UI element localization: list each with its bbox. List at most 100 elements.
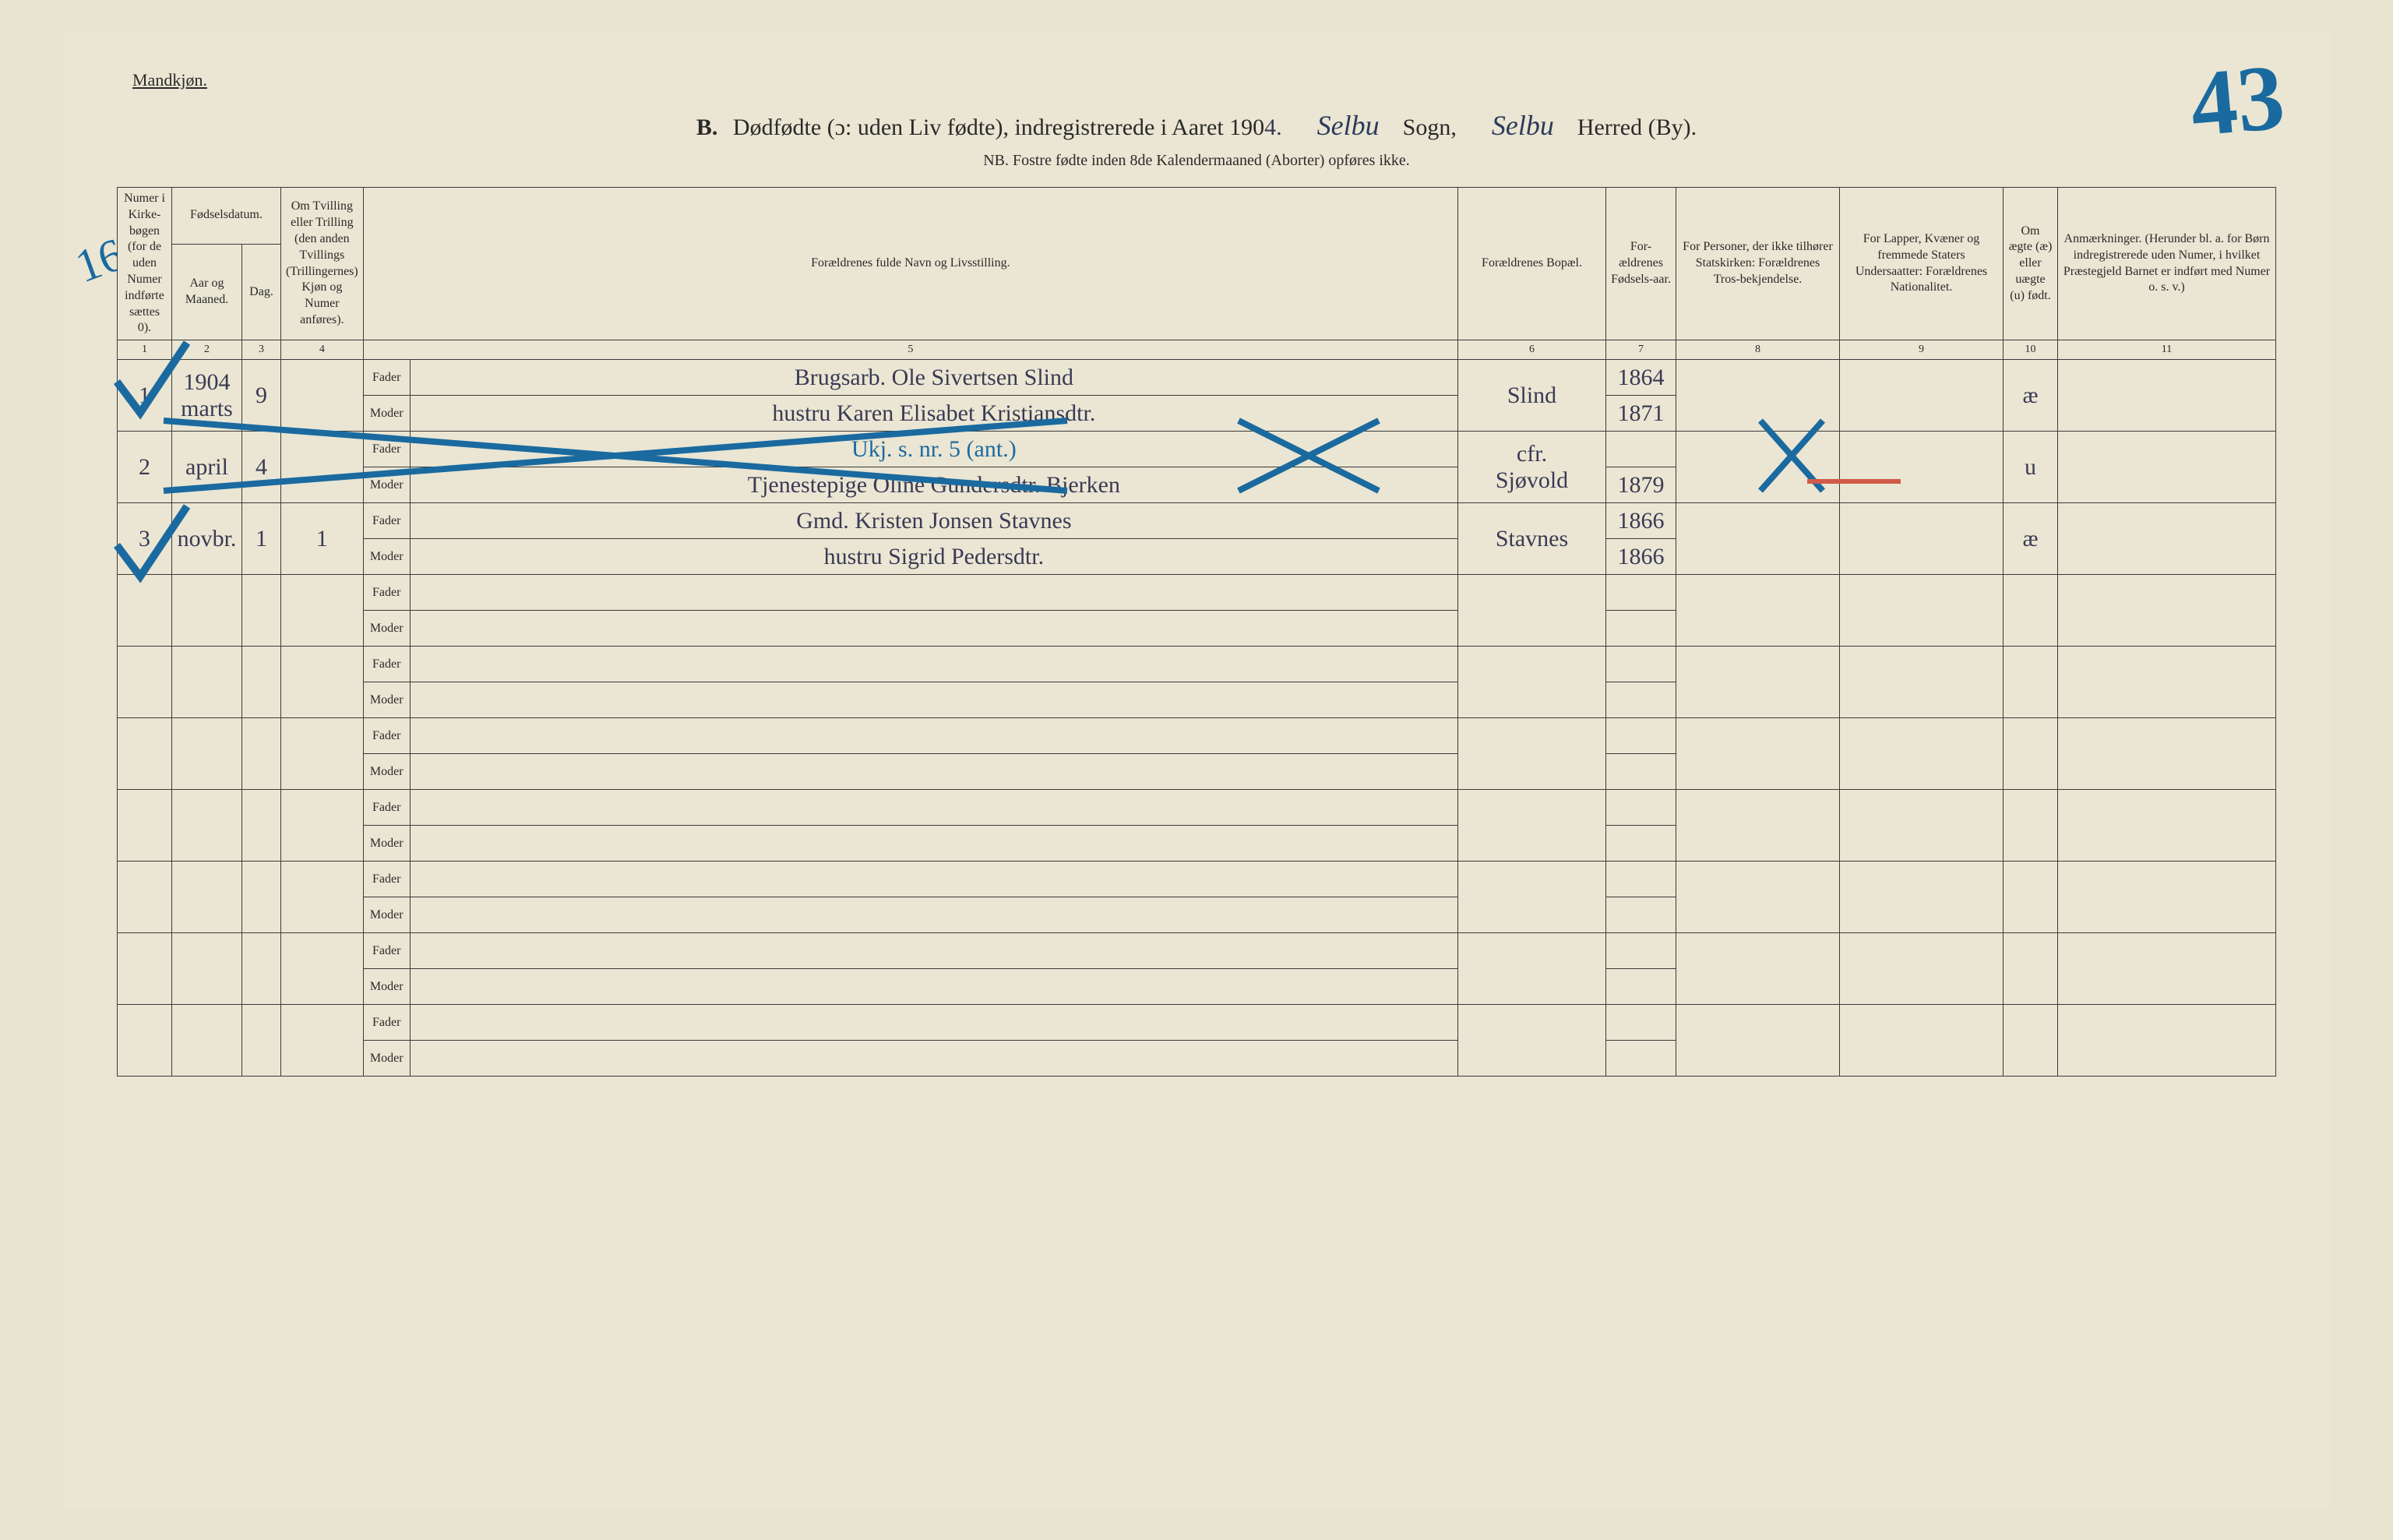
remarks xyxy=(2058,933,2276,1005)
col-2b-header: Dag. xyxy=(242,244,281,340)
moder-label: Moder xyxy=(363,539,410,575)
fader-birthyear xyxy=(1606,1005,1676,1041)
col-5-header: Forældrenes fulde Navn og Livsstilling. xyxy=(363,188,1457,340)
fader-label: Fader xyxy=(363,790,410,826)
colnum: 1 xyxy=(118,340,172,360)
table-body: 11904marts9FaderBrugsarb. Ole Sivertsen … xyxy=(118,360,2276,1077)
colnum: 7 xyxy=(1606,340,1676,360)
moder-birthyear xyxy=(1606,754,1676,790)
entry-number: 1 xyxy=(118,360,172,432)
fader-name xyxy=(410,647,1457,682)
day xyxy=(242,647,281,718)
fader-name xyxy=(410,790,1457,826)
fader-label: Fader xyxy=(363,647,410,682)
remarks xyxy=(2058,432,2276,503)
fader-birthyear xyxy=(1606,432,1676,467)
entry-number xyxy=(118,575,172,647)
sogn-label: Sogn, xyxy=(1403,115,1457,140)
moder-birthyear xyxy=(1606,969,1676,1005)
gender-label: Mandkjøn. xyxy=(132,70,207,90)
moder-name: Tjenestepige Oline Gundersdtr. Bjerken xyxy=(410,467,1457,503)
legitimacy xyxy=(2004,1005,2058,1077)
residence xyxy=(1458,862,1606,933)
table-header: Numer i Kirke-bøgen (for de uden Numer i… xyxy=(118,188,2276,360)
moder-label: Moder xyxy=(363,826,410,862)
colnum: 8 xyxy=(1676,340,1840,360)
red-pencil-mark xyxy=(1807,479,1901,484)
colnum: 11 xyxy=(2058,340,2276,360)
fader-birthyear xyxy=(1606,933,1676,969)
moder-label: Moder xyxy=(363,969,410,1005)
fader-label: Fader xyxy=(363,575,410,611)
remarks xyxy=(2058,503,2276,575)
moder-birthyear xyxy=(1606,682,1676,718)
legitimacy xyxy=(2004,933,2058,1005)
remarks xyxy=(2058,718,2276,790)
col9 xyxy=(1840,1005,2004,1077)
legitimacy xyxy=(2004,647,2058,718)
table-row: 3novbr.11FaderGmd. Kristen Jonsen Stavne… xyxy=(118,503,2276,539)
col-2a-header: Aar og Maaned. xyxy=(172,244,242,340)
fader-birthyear: 1866 xyxy=(1606,503,1676,539)
moder-name xyxy=(410,897,1457,933)
fader-name xyxy=(410,718,1457,754)
col-4-header: Om Tvilling eller Trilling (den anden Tv… xyxy=(281,188,364,340)
table-row: 11904marts9FaderBrugsarb. Ole Sivertsen … xyxy=(118,360,2276,396)
moder-name: hustru Karen Elisabet Kristiansdtr. xyxy=(410,396,1457,432)
moder-label: Moder xyxy=(363,611,410,647)
remarks xyxy=(2058,360,2276,432)
fader-name xyxy=(410,575,1457,611)
residence: cfr.Sjøvold xyxy=(1458,432,1606,503)
col-2-group-header: Fødselsdatum. xyxy=(172,188,281,245)
section-letter: B. xyxy=(696,115,718,140)
year-month xyxy=(172,933,242,1005)
residence xyxy=(1458,647,1606,718)
col-6-header: Forældrenes Bopæl. xyxy=(1458,188,1606,340)
remarks xyxy=(2058,1005,2276,1077)
column-number-row: 1 2 3 4 5 6 7 8 9 10 11 xyxy=(118,340,2276,360)
col9 xyxy=(1840,933,2004,1005)
residence xyxy=(1458,718,1606,790)
legitimacy: æ xyxy=(2004,503,2058,575)
moder-birthyear xyxy=(1606,826,1676,862)
residence xyxy=(1458,790,1606,862)
twin xyxy=(281,718,364,790)
twin xyxy=(281,647,364,718)
year-month xyxy=(172,790,242,862)
col9 xyxy=(1840,718,2004,790)
entry-number xyxy=(118,933,172,1005)
residence xyxy=(1458,1005,1606,1077)
legitimacy: æ xyxy=(2004,360,2058,432)
moder-birthyear xyxy=(1606,611,1676,647)
col8 xyxy=(1676,432,1840,503)
col-8-header: For Personer, der ikke tilhører Statskir… xyxy=(1676,188,1840,340)
twin xyxy=(281,1005,364,1077)
entry-number xyxy=(118,718,172,790)
col8 xyxy=(1676,933,1840,1005)
legitimacy: u xyxy=(2004,432,2058,503)
year-month: 1904marts xyxy=(172,360,242,432)
residence: Stavnes xyxy=(1458,503,1606,575)
moder-birthyear xyxy=(1606,897,1676,933)
col9 xyxy=(1840,647,2004,718)
table-row-empty: Fader xyxy=(118,575,2276,611)
fader-label: Fader xyxy=(363,360,410,396)
col8 xyxy=(1676,718,1840,790)
day: 9 xyxy=(242,360,281,432)
register-table: Numer i Kirke-bøgen (for de uden Numer i… xyxy=(117,187,2276,1077)
residence xyxy=(1458,933,1606,1005)
twin xyxy=(281,862,364,933)
col8 xyxy=(1676,790,1840,862)
col9 xyxy=(1840,862,2004,933)
fader-birthyear xyxy=(1606,575,1676,611)
legitimacy xyxy=(2004,575,2058,647)
twin xyxy=(281,360,364,432)
entry-number xyxy=(118,862,172,933)
fader-label: Fader xyxy=(363,718,410,754)
moder-birthyear: 1871 xyxy=(1606,396,1676,432)
fader-name: Brugsarb. Ole Sivertsen Slind xyxy=(410,360,1457,396)
day xyxy=(242,933,281,1005)
register-page: Mandkjøn. 43 16 B. Dødfødte (ɔ: uden Liv… xyxy=(62,31,2331,1509)
fader-birthyear xyxy=(1606,647,1676,682)
table-row-empty: Fader xyxy=(118,933,2276,969)
